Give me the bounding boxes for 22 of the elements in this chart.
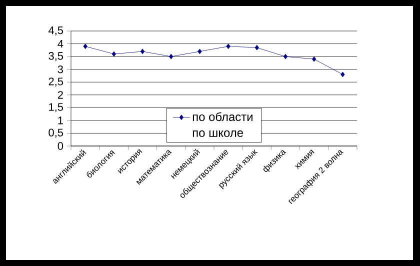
point xyxy=(198,48,202,54)
y-tick-label: 2 xyxy=(58,91,63,99)
text: по школе xyxy=(192,130,244,137)
y-tick-label: 1,5 xyxy=(49,103,64,112)
point xyxy=(283,54,288,60)
y-tick-label: 0 xyxy=(58,142,64,150)
point xyxy=(226,44,230,50)
point xyxy=(112,51,116,57)
point xyxy=(140,48,145,54)
point xyxy=(312,56,316,62)
point xyxy=(169,54,174,60)
point xyxy=(340,72,345,78)
y-tick-label: 3 xyxy=(58,65,63,74)
y-tick-label: 0,5 xyxy=(48,128,64,138)
point xyxy=(83,44,88,50)
y-tick-label: 4 xyxy=(58,40,64,48)
y-tick-label: 1 xyxy=(58,116,63,124)
point xyxy=(254,44,259,50)
legend-label: по области xyxy=(192,112,252,122)
y-tick-label: 4,5 xyxy=(48,26,64,36)
y-tick-label: 3,5 xyxy=(48,52,64,62)
y-tick-label: 2,5 xyxy=(48,78,64,87)
